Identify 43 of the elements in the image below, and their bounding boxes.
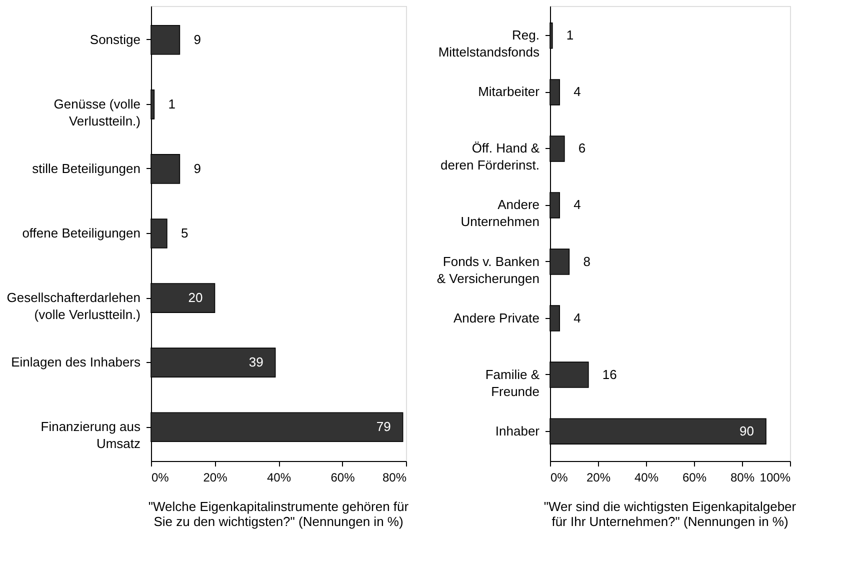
x-tick-label: 40% [266, 470, 292, 484]
x-tick-label: 0% [550, 470, 568, 484]
data-label: 9 [194, 32, 201, 47]
y-tick-label: Genüsse (volle Verlustteiln.) [54, 96, 140, 128]
y-tick-label: offene Beteiligungen [22, 226, 140, 240]
y-tick-label: Einlagen des Inhabers [11, 354, 141, 370]
x-tick-label: 100% [760, 470, 791, 484]
y-tick-label: Mitarbeiter [478, 84, 540, 100]
y-tick-label: Inhaber [495, 423, 540, 438]
data-label: 9 [194, 160, 201, 176]
y-tick-label: Sonstige [90, 32, 140, 47]
x-tick-label: 0% [152, 470, 170, 484]
y-tick-label: Reg. Mittelstandsfonds [438, 28, 540, 60]
data-label: 5 [180, 226, 188, 240]
y-tick-label: Öff. Hand & deren Förderinst. [440, 140, 540, 173]
y-tick-label: Finanzierung aus Umsatz [40, 419, 141, 452]
data-label: 4 [574, 84, 581, 100]
text: "Welche Eigenkapitalinstrumente gehören für Sie zu den wichtigsten?" (Nennungen in %) [148, 499, 410, 529]
data-label: 8 [583, 254, 590, 269]
data-label: 4 [574, 197, 581, 212]
text: "Wer sind die wichtigsten Eigenkapitalgeber für Ihr Unternehmen?" (Nennungen in %) [544, 499, 797, 529]
y-tick-label: stille Beteiligungen [32, 160, 140, 176]
data-label: 20 [188, 290, 203, 306]
x-tick-label: 40% [634, 470, 659, 484]
x-tick-label: 60% [330, 470, 356, 484]
data-label: 39 [248, 354, 264, 370]
x-tick-label: 80% [382, 470, 407, 484]
y-tick-label: Gesellschafterdarlehen (volle Verlustteiln.) [6, 290, 140, 322]
x-tick-label: 20% [586, 470, 611, 484]
y-tick-label: Familie & Freunde [485, 366, 540, 399]
data-label: 6 [578, 140, 586, 156]
data-label: 79 [376, 419, 391, 434]
y-tick-label: Andere Unternehmen [460, 197, 540, 230]
data-label: 1 [566, 28, 574, 43]
y-tick-label: Fonds v. Banken & Versicherungen [436, 254, 540, 286]
data-label: 90 [740, 423, 754, 438]
data-label: 16 [602, 366, 617, 382]
x-tick-label: 80% [730, 470, 755, 484]
data-label: 1 [168, 96, 176, 112]
x-tick-label: 60% [682, 470, 707, 484]
y-tick-label: Andere Private [454, 310, 540, 326]
x-tick-label: 20% [203, 470, 228, 484]
data-label: 4 [574, 310, 581, 326]
